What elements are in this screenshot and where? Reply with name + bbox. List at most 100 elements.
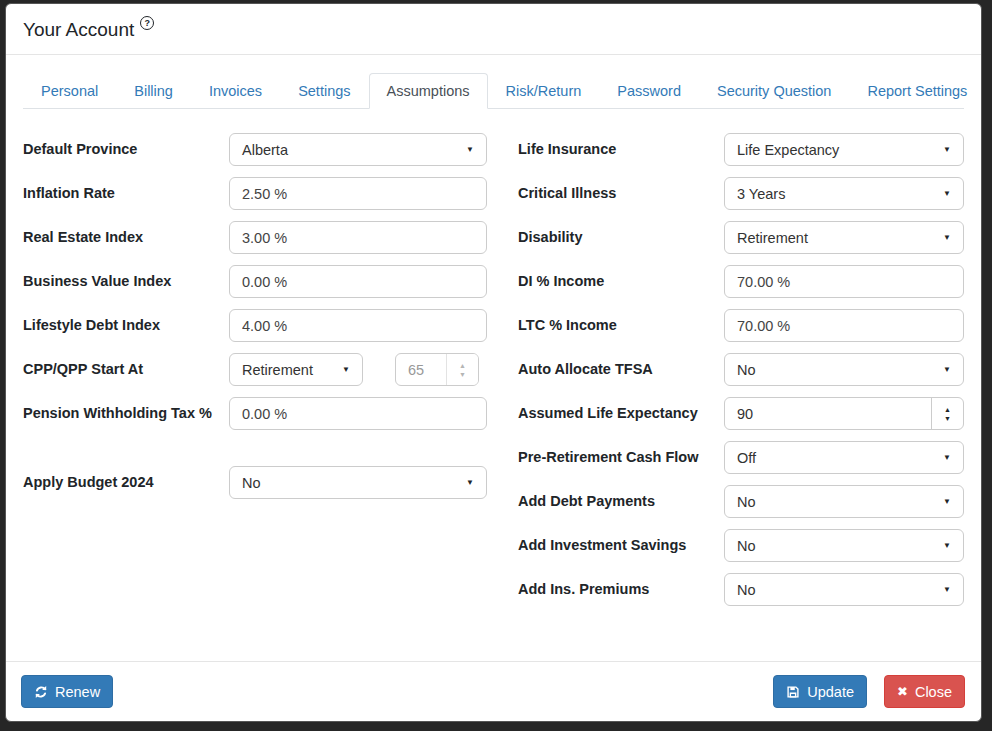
renew-button-label: Renew [55,684,100,700]
form-row: CPP/QPP Start At Retirement ▼ 65 ▲ ▼ [23,353,487,386]
close-button-label: Close [915,684,952,700]
form-row: Life Insurance Life Expectancy ▼ [518,133,964,166]
help-icon[interactable]: ? [140,16,154,30]
tab-personal[interactable]: Personal [23,73,116,109]
form-row: Real Estate Index [23,221,487,254]
tab-settings[interactable]: Settings [280,73,368,109]
selected-value: Life Expectancy [737,142,839,158]
add-ins-premiums-select[interactable]: No ▼ [724,573,964,606]
pension-withholding-tax-input[interactable] [229,397,487,430]
selected-value: No [737,538,756,554]
refresh-icon [34,685,48,699]
add-debt-payments-select[interactable]: No ▼ [724,485,964,518]
selected-value: 3 Years [737,186,785,202]
critical-illness-select[interactable]: 3 Years ▼ [724,177,964,210]
business-value-index-input[interactable] [229,265,487,298]
chevron-down-icon: ▼ [342,365,350,374]
ltc-percent-income-input[interactable] [724,309,964,342]
form-row: Auto Allocate TFSA No ▼ [518,353,964,386]
form-row: LTC % Income [518,309,964,342]
form-row: Critical Illness 3 Years ▼ [518,177,964,210]
update-button[interactable]: Update [773,675,867,708]
tab-assumptions[interactable]: Assumptions [369,73,488,109]
real-estate-index-input[interactable] [229,221,487,254]
di-percent-income-label: DI % Income [518,265,724,292]
selected-value: No [737,582,756,598]
form-row: Pre-Retirement Cash Flow Off ▼ [518,441,964,474]
tab-billing[interactable]: Billing [116,73,191,109]
form-row: Default Province Alberta ▼ [23,133,487,166]
step-up-icon[interactable]: ▲ [944,406,951,413]
your-account-modal: Your Account ? Personal Billing Invoices… [5,3,982,722]
form-row: Add Debt Payments No ▼ [518,485,964,518]
selected-value: Off [737,450,756,466]
page-title: Your Account ? [23,19,154,41]
auto-allocate-tfsa-select[interactable]: No ▼ [724,353,964,386]
form-column-right: Life Insurance Life Expectancy ▼ Critica… [518,133,964,661]
tab-risk-return[interactable]: Risk/Return [488,73,600,109]
chevron-down-icon: ▼ [943,189,951,198]
modal-footer: Renew Update ✖ Close [6,661,981,721]
close-button[interactable]: ✖ Close [884,675,965,708]
form-row: Lifestyle Debt Index [23,309,487,342]
step-down-icon: ▼ [459,371,466,378]
apply-budget-2024-select[interactable]: No ▼ [229,466,487,499]
tab-invoices[interactable]: Invoices [191,73,280,109]
chevron-down-icon: ▼ [943,365,951,374]
ltc-percent-income-label: LTC % Income [518,309,724,336]
selected-value: No [242,475,261,491]
critical-illness-label: Critical Illness [518,177,724,204]
lifestyle-debt-index-input[interactable] [229,309,487,342]
pension-withholding-tax-label: Pension Withholding Tax % [23,397,229,424]
form-row: Business Value Index [23,265,487,298]
tab-bar: Personal Billing Invoices Settings Assum… [23,73,964,109]
cpp-qpp-age-stepper: 65 ▲ ▼ [395,353,479,386]
close-icon: ✖ [897,685,908,698]
cpp-qpp-start-select[interactable]: Retirement ▼ [229,353,363,386]
tab-security-question[interactable]: Security Question [699,73,849,109]
stepper-value: 65 [396,354,446,385]
inflation-rate-input[interactable] [229,177,487,210]
default-province-select[interactable]: Alberta ▼ [229,133,487,166]
renew-button[interactable]: Renew [21,675,113,708]
life-insurance-select[interactable]: Life Expectancy ▼ [724,133,964,166]
form-row: Add Investment Savings No ▼ [518,529,964,562]
lifestyle-debt-index-label: Lifestyle Debt Index [23,309,229,336]
tab-report-settings[interactable]: Report Settings [849,73,982,109]
di-percent-income-input[interactable] [724,265,964,298]
form-row: Inflation Rate [23,177,487,210]
chevron-down-icon: ▼ [943,497,951,506]
assumptions-form: Default Province Alberta ▼ Inflation Rat… [6,109,981,661]
apply-budget-2024-label: Apply Budget 2024 [23,466,229,493]
selected-value: Retirement [242,362,313,378]
selected-value: No [737,494,756,510]
step-down-icon[interactable]: ▼ [944,415,951,422]
form-row: Disability Retirement ▼ [518,221,964,254]
disability-select[interactable]: Retirement ▼ [724,221,964,254]
assumed-life-expectancy-label: Assumed Life Expectancy [518,397,724,424]
modal-header: Your Account ? [6,4,981,55]
chevron-down-icon: ▼ [466,145,474,154]
chevron-down-icon: ▼ [943,233,951,242]
real-estate-index-label: Real Estate Index [23,221,229,248]
stepper-buttons: ▲ ▼ [931,398,963,429]
add-investment-savings-select[interactable]: No ▼ [724,529,964,562]
cpp-qpp-start-at-label: CPP/QPP Start At [23,353,229,380]
stepper-value[interactable]: 90 [725,398,931,429]
form-row: DI % Income [518,265,964,298]
disability-label: Disability [518,221,724,248]
form-column-left: Default Province Alberta ▼ Inflation Rat… [23,133,487,661]
form-row: Pension Withholding Tax % [23,397,487,455]
default-province-label: Default Province [23,133,229,160]
assumed-life-expectancy-stepper[interactable]: 90 ▲ ▼ [724,397,964,430]
chevron-down-icon: ▼ [943,541,951,550]
chevron-down-icon: ▼ [943,453,951,462]
add-investment-savings-label: Add Investment Savings [518,529,724,556]
add-ins-premiums-label: Add Ins. Premiums [518,573,724,600]
selected-value: No [737,362,756,378]
selected-value: Alberta [242,142,288,158]
tab-password[interactable]: Password [599,73,699,109]
pre-retirement-cash-flow-label: Pre-Retirement Cash Flow [518,441,724,468]
add-debt-payments-label: Add Debt Payments [518,485,724,512]
pre-retirement-cash-flow-select[interactable]: Off ▼ [724,441,964,474]
